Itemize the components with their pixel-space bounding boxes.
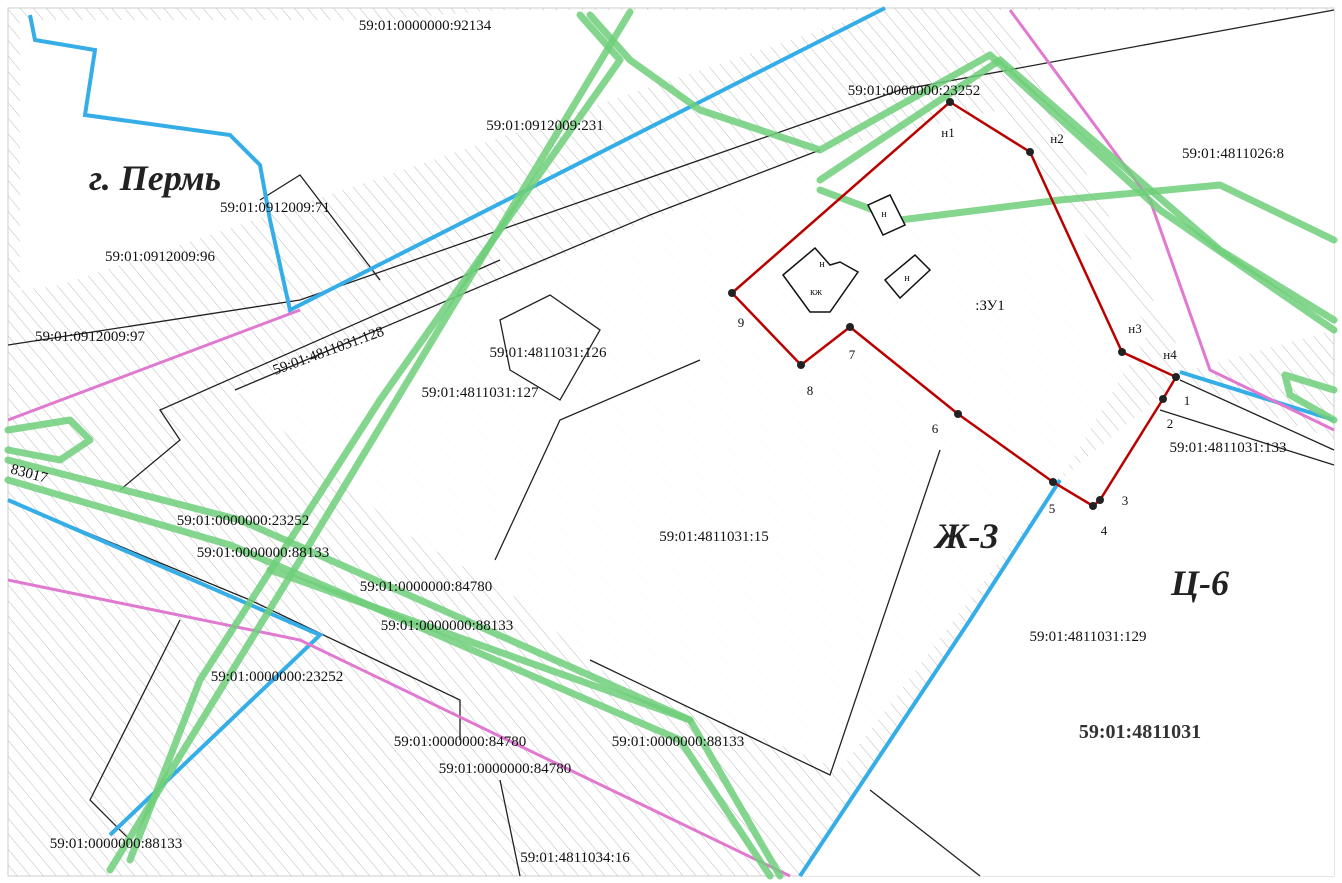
label: 59:01:4811031:127: [422, 385, 539, 401]
point-label: н1: [941, 125, 954, 140]
label: 59:01:0000000:23252: [177, 513, 310, 529]
zone-label: Ж-3: [932, 516, 998, 556]
point-label: 2: [1167, 416, 1174, 431]
label: 59:01:0912009:231: [486, 118, 604, 134]
label: 59:01:4811031:133: [1170, 440, 1287, 456]
point-label: 7: [849, 347, 856, 362]
page: {"labels":["59:01:0000000:92134","59:01:…: [0, 0, 1342, 883]
label: 59:01:0000000:84780: [360, 579, 493, 595]
point-label: н3: [1128, 321, 1141, 336]
building-label: кж: [810, 287, 822, 298]
label: 59:01:0000000:84780: [394, 734, 527, 750]
building-label: н: [881, 209, 887, 220]
label: 59:01:0000000:88133: [381, 618, 514, 634]
label: 59:01:0912009:96: [105, 249, 216, 265]
label: 59:01:4811031:129: [1030, 629, 1147, 645]
label: 59:01:0000000:88133: [612, 734, 745, 750]
label: 59:01:0000000:88133: [50, 836, 183, 852]
label: 59:01:0000000:84780: [439, 761, 572, 777]
point-label: 6: [932, 421, 939, 436]
point-label: 9: [738, 315, 745, 330]
map: 59:01:0000000:92134 59:01:0000000:23252 …: [0, 0, 1342, 883]
point-label: 1: [1184, 393, 1191, 408]
point-label: н4: [1163, 347, 1177, 362]
point-label: н2: [1050, 131, 1063, 146]
city-name: г. Пермь: [89, 158, 221, 198]
building-label: н: [819, 259, 825, 270]
point-label: 5: [1049, 501, 1056, 516]
label: 59:01:4811031:126: [490, 345, 607, 361]
label: 59:01:4811034:16: [520, 850, 630, 866]
building-label: н: [904, 273, 910, 284]
point-label: 4: [1101, 523, 1108, 538]
label: 59:01:0000000:23252: [211, 669, 344, 685]
point-label: 3: [1122, 493, 1129, 508]
label: 59:01:0000000:23252: [848, 83, 981, 99]
label: 59:01:0912009:71: [220, 200, 330, 216]
block-label: 59:01:4811031: [1079, 721, 1201, 743]
label: 59:01:0000000:92134: [359, 18, 492, 34]
label: 59:01:0912009:97: [35, 329, 146, 345]
point-label: 8: [807, 383, 814, 398]
label: 59:01:4811026:8: [1182, 146, 1284, 162]
zone-label: Ц-6: [1170, 563, 1229, 603]
label: 59:01:4811031:15: [659, 529, 768, 545]
label: :ЗУ1: [975, 298, 1004, 314]
label: 59:01:0000000:88133: [197, 545, 330, 561]
